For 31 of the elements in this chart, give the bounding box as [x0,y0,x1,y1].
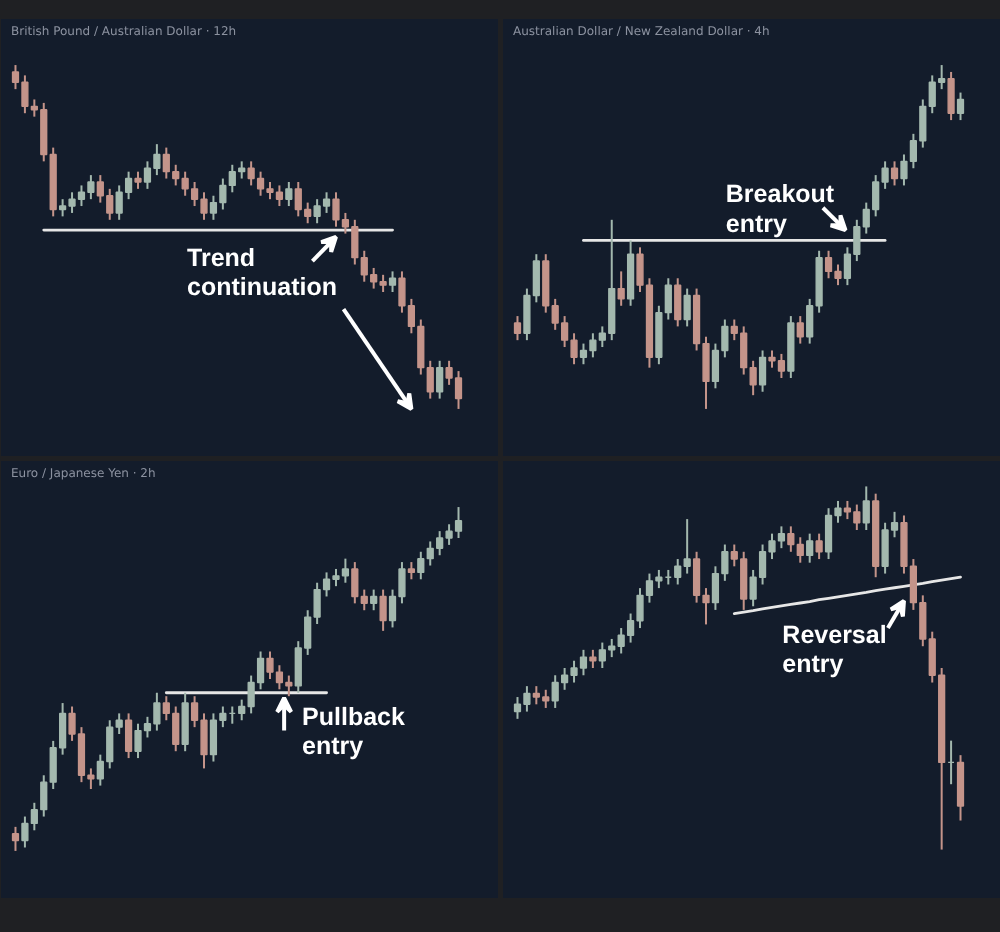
annotation: Pullback entry [302,703,405,761]
candlestick [370,588,378,612]
candlestick [285,180,293,208]
candlestick [589,648,597,669]
candlestick [947,70,955,122]
candlestick [956,91,965,122]
candlestick [796,315,804,345]
candlestick [626,239,635,307]
candlestick [758,349,767,393]
candlestick [513,315,522,342]
candlestick [388,270,397,294]
candlestick [11,825,20,852]
candlestick [674,277,682,328]
candlestick [181,691,189,753]
annotation: Reversal entry [782,620,887,679]
candlestick [379,588,387,632]
candlestick [436,359,444,400]
candlestick [956,754,965,822]
candlestick [617,270,625,307]
annotation: Breakout entry [725,180,836,238]
candlestick [890,160,899,187]
candlestick [815,532,823,561]
candlestick [322,191,331,214]
candlestick [862,485,870,531]
candlestick [843,499,852,521]
annotation: Trend continuation [187,243,338,302]
candlestick [209,712,218,763]
candlestick [683,287,691,328]
candlestick [806,532,814,564]
candlestick [143,160,152,190]
candlestick [124,712,133,760]
